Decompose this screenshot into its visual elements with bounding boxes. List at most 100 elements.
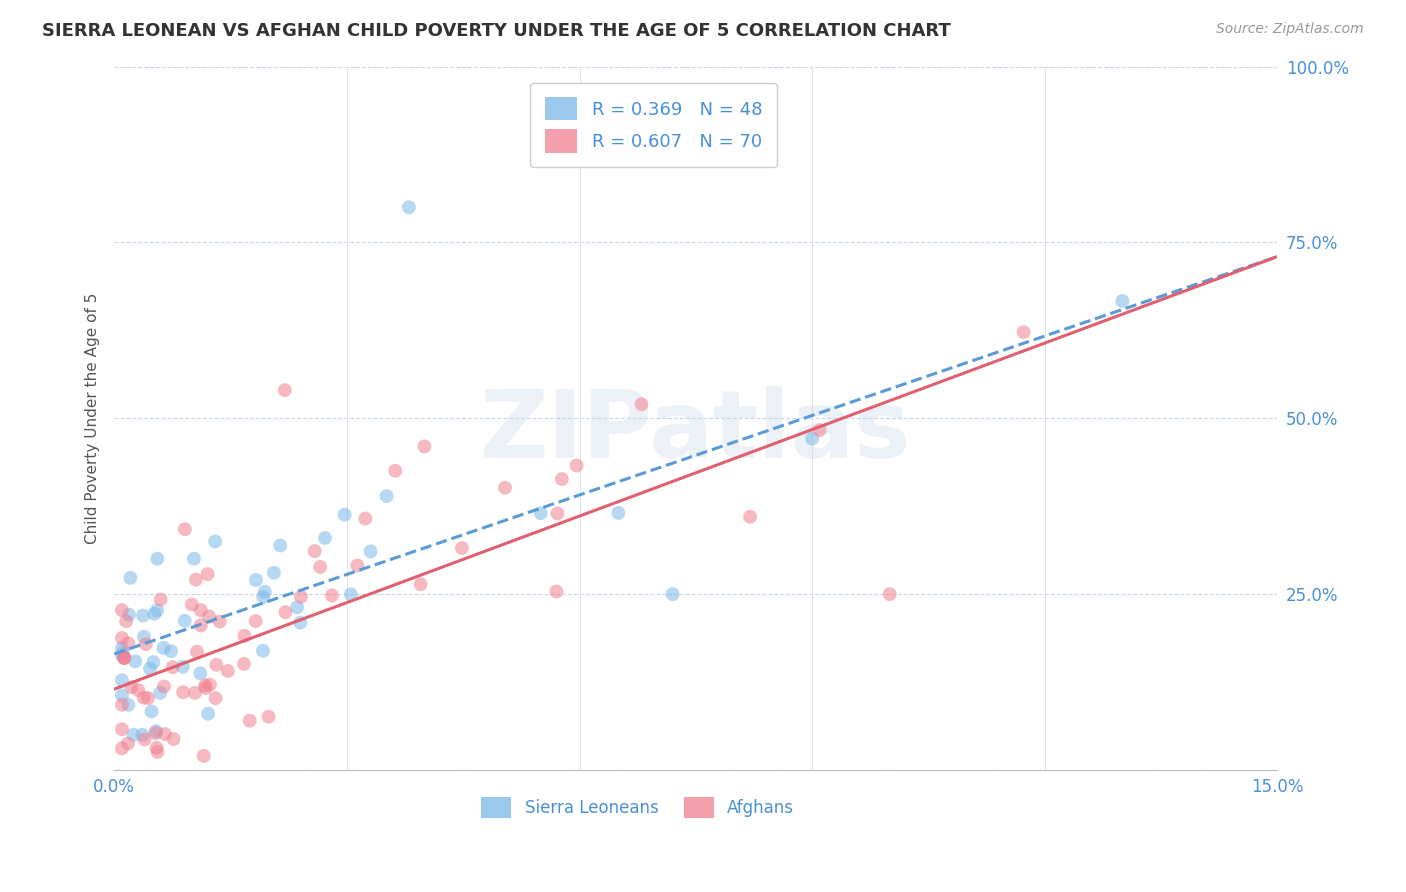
Point	[204, 691, 226, 706]
Point	[321, 589, 343, 603]
Point	[172, 659, 194, 673]
Point	[239, 714, 262, 728]
Point	[198, 609, 221, 624]
Point	[263, 566, 285, 580]
Point	[413, 439, 436, 453]
Point	[546, 584, 568, 599]
Point	[162, 660, 184, 674]
Point	[198, 678, 221, 692]
Point	[360, 544, 382, 558]
Point	[132, 630, 155, 644]
Point	[121, 680, 143, 694]
Point	[252, 590, 274, 604]
Point	[111, 631, 134, 645]
Point	[190, 618, 212, 632]
Point	[204, 534, 226, 549]
Text: Source: ZipAtlas.com: Source: ZipAtlas.com	[1216, 22, 1364, 37]
Point	[142, 655, 165, 669]
Point	[111, 689, 134, 703]
Point	[290, 590, 312, 604]
Point	[118, 607, 141, 622]
Point	[145, 740, 167, 755]
Point	[152, 640, 174, 655]
Point	[384, 464, 406, 478]
Point	[132, 608, 155, 623]
Point	[172, 685, 194, 699]
Point	[375, 489, 398, 503]
Point	[120, 571, 142, 585]
Point	[565, 458, 588, 473]
Point	[115, 614, 138, 628]
Point	[630, 397, 652, 411]
Point	[409, 577, 432, 591]
Point	[193, 748, 215, 763]
Point	[139, 662, 162, 676]
Point	[153, 727, 176, 741]
Point	[217, 664, 239, 678]
Point	[112, 651, 135, 665]
Point	[274, 383, 297, 397]
Point	[340, 587, 363, 601]
Point	[112, 651, 135, 665]
Point	[285, 600, 308, 615]
Point	[136, 691, 159, 706]
Point	[1111, 293, 1133, 308]
Point	[354, 511, 377, 525]
Point	[607, 506, 630, 520]
Point	[131, 728, 153, 742]
Point	[111, 641, 134, 656]
Point	[197, 567, 219, 582]
Text: ZIPatlas: ZIPatlas	[481, 386, 911, 478]
Point	[194, 678, 217, 692]
Point	[111, 723, 134, 737]
Point	[188, 666, 211, 681]
Point	[740, 509, 762, 524]
Point	[149, 592, 172, 607]
Text: SIERRA LEONEAN VS AFGHAN CHILD POVERTY UNDER THE AGE OF 5 CORRELATION CHART: SIERRA LEONEAN VS AFGHAN CHILD POVERTY U…	[42, 22, 950, 40]
Point	[269, 539, 291, 553]
Point	[257, 709, 280, 723]
Point	[180, 598, 202, 612]
Point	[174, 522, 197, 536]
Point	[233, 629, 256, 643]
Point	[245, 614, 267, 628]
Point	[132, 690, 155, 705]
Point	[530, 506, 553, 520]
Point	[309, 560, 332, 574]
Point	[205, 657, 228, 672]
Point	[149, 686, 172, 700]
Point	[122, 728, 145, 742]
Point	[135, 637, 157, 651]
Point	[146, 745, 169, 759]
Point	[186, 645, 208, 659]
Point	[162, 732, 184, 747]
Point	[808, 423, 831, 437]
Point	[117, 698, 139, 712]
Point	[333, 508, 356, 522]
Point	[190, 603, 212, 617]
Point	[117, 737, 139, 751]
Point	[117, 636, 139, 650]
Point	[346, 558, 368, 573]
Point	[661, 587, 683, 601]
Point	[111, 673, 134, 688]
Point	[111, 698, 134, 712]
Point	[173, 614, 195, 628]
Point	[134, 732, 156, 747]
Point	[124, 654, 146, 668]
Point	[252, 644, 274, 658]
Point	[197, 706, 219, 721]
Point	[245, 573, 267, 587]
Point	[111, 603, 134, 617]
Point	[143, 607, 166, 621]
Point	[232, 657, 254, 671]
Point	[146, 551, 169, 566]
Point	[184, 686, 207, 700]
Point	[547, 507, 569, 521]
Point	[127, 683, 149, 698]
Point	[253, 584, 276, 599]
Point	[146, 603, 169, 617]
Point	[314, 531, 336, 545]
Point	[801, 432, 824, 446]
Point	[111, 741, 134, 756]
